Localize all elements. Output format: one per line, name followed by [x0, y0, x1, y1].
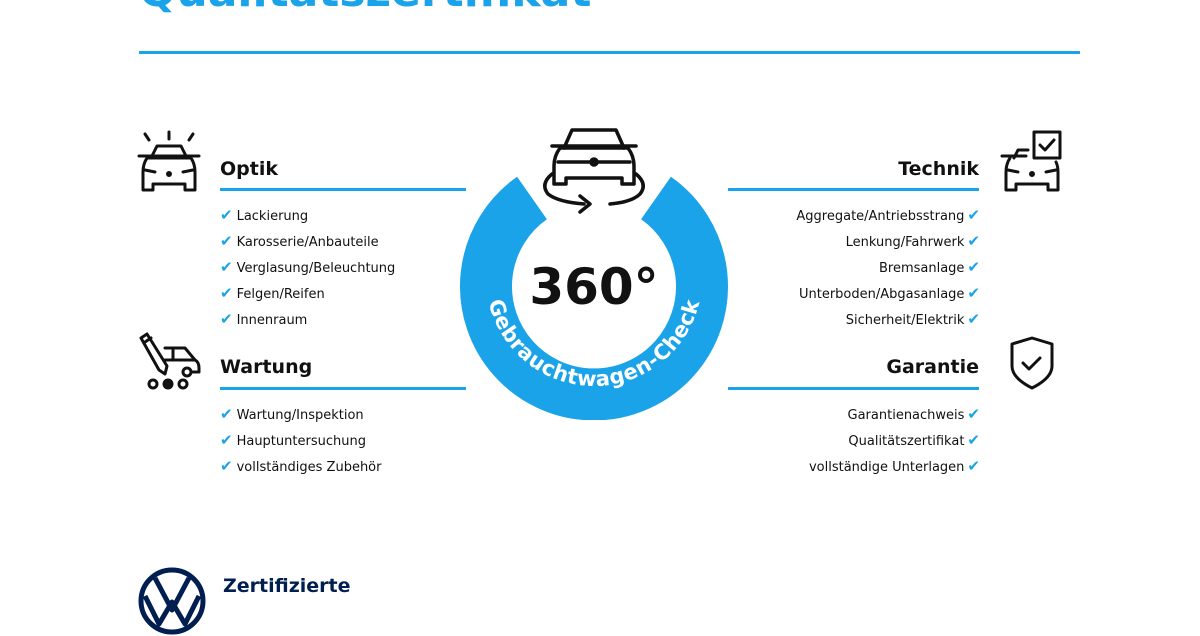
- section-divider: [220, 188, 466, 191]
- car-check-icon: [1000, 130, 1062, 192]
- list-item: ✔ vollständiges Zubehör: [220, 457, 382, 475]
- list-item: Garantienachweis ✔: [847, 405, 980, 423]
- list-item: Bremsanlage ✔: [878, 258, 980, 276]
- garantie-list: Garantienachweis ✔ Qualitätszertifikat ✔ v…: [700, 402, 980, 480]
- list-item: ✔ Felgen/Reifen: [220, 284, 325, 302]
- optik-list: ✔ Lackierung ✔ Karosserie/Anbauteile ✔ Verg…: [220, 203, 395, 333]
- check-icon: ✔: [220, 405, 233, 423]
- check-icon: ✔: [220, 206, 233, 224]
- car-shine-icon: [137, 130, 201, 192]
- wartung-list: ✔ Wartung/Inspektion ✔ Hauptuntersuchung ✔…: [220, 402, 381, 480]
- brand-text: Zertifizierte: [223, 575, 351, 597]
- section-heading-garantie: Garantie: [886, 356, 979, 378]
- check-icon: ✔: [967, 206, 980, 224]
- list-item: vollständige Unterlagen ✔: [808, 457, 980, 475]
- car-rotate-icon: [543, 128, 645, 214]
- degree-value: 360°: [529, 258, 658, 316]
- list-item: ✔ Verglasung/Beleuchtung: [220, 258, 396, 276]
- check-icon: ✔: [220, 457, 233, 475]
- list-item: Lenkung/Fahrwerk ✔: [845, 232, 980, 250]
- section-heading-technik: Technik: [898, 158, 979, 180]
- section-heading-wartung: Wartung: [220, 356, 313, 378]
- check-icon: ✔: [220, 284, 233, 302]
- section-divider: [728, 387, 979, 390]
- check-icon: ✔: [967, 431, 980, 449]
- check-icon: ✔: [220, 431, 233, 449]
- list-item: ✔ Lackierung: [220, 206, 309, 224]
- check-icon: ✔: [967, 457, 980, 475]
- check-icon: ✔: [220, 258, 233, 276]
- list-item: ✔ Hauptuntersuchung: [220, 431, 366, 449]
- check-icon: ✔: [967, 258, 980, 276]
- section-heading-optik: Optik: [220, 158, 278, 180]
- list-item: ✔ Innenraum: [220, 310, 308, 328]
- page-title: Qualitätszertifikat: [139, 0, 591, 17]
- section-divider: [220, 387, 466, 390]
- list-item: Qualitätszertifikat ✔: [848, 431, 980, 449]
- check-icon: ✔: [967, 310, 980, 328]
- gebrauchtwagen-check-badge: Gebrauchtwagen-Check 360°: [460, 128, 728, 420]
- list-item: Aggregate/Antriebsstrang ✔: [796, 206, 980, 224]
- section-divider: [728, 188, 979, 191]
- list-item: Sicherheit/Elektrik ✔: [845, 310, 980, 328]
- check-icon: ✔: [967, 405, 980, 423]
- check-ring: [460, 176, 728, 420]
- car-service-icon: [139, 332, 201, 390]
- list-item: ✔ Wartung/Inspektion: [220, 405, 364, 423]
- title-divider: [139, 51, 1080, 54]
- check-icon: ✔: [220, 310, 233, 328]
- shield-check-icon: [1010, 336, 1054, 390]
- technik-list: Aggregate/Antriebsstrang ✔ Lenkung/Fahrwe…: [700, 203, 980, 333]
- check-icon: ✔: [967, 284, 980, 302]
- check-icon: ✔: [967, 232, 980, 250]
- check-icon: ✔: [220, 232, 233, 250]
- vw-logo: [138, 567, 206, 635]
- list-item: Unterboden/Abgasanlage ✔: [798, 284, 980, 302]
- list-item: ✔ Karosserie/Anbauteile: [220, 232, 379, 250]
